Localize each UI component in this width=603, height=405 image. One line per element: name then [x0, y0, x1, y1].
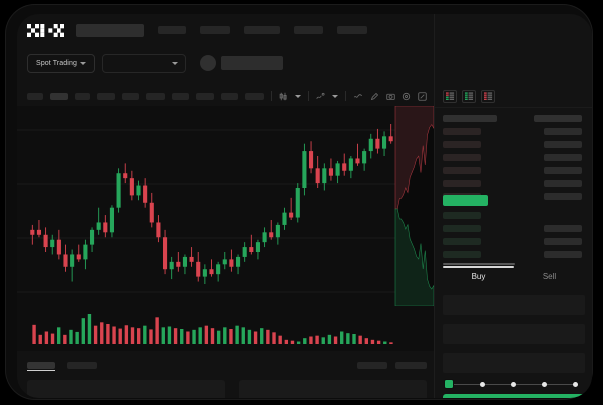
slider-handle[interactable]	[445, 380, 453, 388]
orderbook-ask-price-4[interactable]	[443, 167, 481, 174]
nav-item-4[interactable]	[294, 26, 323, 34]
tab-buy[interactable]: Buy	[471, 272, 486, 281]
tab-sell[interactable]: Sell	[542, 272, 557, 281]
orderbook-ask-size-5[interactable]	[544, 180, 582, 187]
fullscreen-icon[interactable]	[418, 91, 427, 101]
timeframe-button-3[interactable]	[75, 92, 90, 100]
orderbook-ask-price-2[interactable]	[443, 141, 481, 148]
submit-buy-button[interactable]	[443, 394, 585, 398]
timeframe-button-8[interactable]	[196, 92, 214, 100]
timeframe-button-7[interactable]	[172, 92, 189, 100]
toolbar-divider	[271, 91, 272, 101]
pencil-icon[interactable]	[370, 92, 379, 101]
orderbook-view-asks-icon[interactable]	[481, 90, 495, 103]
orderbook-ask-size-4[interactable]	[544, 167, 582, 174]
orderbook-last-price	[443, 195, 488, 206]
slider-stop-25[interactable]	[480, 381, 485, 387]
chart-gridlines	[17, 129, 434, 293]
chart-toolbar	[17, 86, 434, 106]
coin-avatar-icon	[200, 55, 216, 71]
nav-item-2[interactable]	[200, 26, 230, 34]
timeframe-button-9[interactable]	[221, 92, 238, 100]
orderbook-scrollbar[interactable]	[443, 263, 515, 265]
orders-tab-underline	[27, 370, 55, 371]
orderbook-ask-size-3[interactable]	[544, 154, 582, 161]
orderbook-bid-price-3[interactable]	[443, 238, 481, 245]
slider-stop-50[interactable]	[511, 381, 516, 387]
nav-item-5[interactable]	[337, 26, 367, 34]
slider-stop-100[interactable]	[573, 381, 578, 387]
market-sub-header: Spot Trading	[17, 46, 592, 84]
orderbook-bid-price-2[interactable]	[443, 225, 481, 232]
indicators-icon[interactable]	[316, 92, 325, 101]
timeframe-button-2[interactable]	[50, 92, 68, 100]
ticker-last-price	[221, 56, 283, 70]
timeframe-button-1[interactable]	[27, 92, 43, 100]
nav-item-active[interactable]	[76, 23, 144, 37]
timeframe-button-5[interactable]	[122, 92, 139, 100]
line-chart-icon[interactable]	[353, 92, 363, 101]
orders-tab-open[interactable]	[27, 362, 55, 369]
orderbook-bid-price-1[interactable]	[443, 212, 481, 219]
candlestick-series	[30, 124, 393, 284]
settings-icon[interactable]	[402, 92, 411, 101]
orderbook-bid-size-2[interactable]	[544, 225, 582, 232]
slider-stop-75[interactable]	[542, 381, 547, 387]
chevron-down-icon[interactable]	[295, 94, 301, 98]
device-bezel: Spot Trading	[5, 4, 593, 400]
trade-side-tabs: Buy Sell	[443, 267, 585, 287]
price-chart[interactable]	[17, 106, 434, 306]
orderbook-ask-price-3[interactable]	[443, 154, 481, 161]
top-navigation-bar	[17, 14, 592, 46]
nav-item-1[interactable]	[158, 26, 186, 34]
orderbook-bid-price-4[interactable]	[443, 251, 481, 258]
orders-panel-right[interactable]	[239, 380, 427, 398]
camera-icon[interactable]	[386, 92, 395, 101]
orderbook-ask-size-2[interactable]	[544, 141, 582, 148]
candlestick-chart-icon[interactable]	[279, 92, 288, 101]
depth-overlay	[394, 106, 434, 306]
orderbook-view-both-icon[interactable]	[443, 90, 457, 103]
orderbook-bid-size-4[interactable]	[544, 251, 582, 258]
orderbook-view-toggle-group	[435, 86, 592, 108]
orders-action-2[interactable]	[395, 362, 427, 369]
orderbook-header-price	[443, 115, 497, 122]
orders-tab-bar	[17, 357, 434, 377]
timeframe-button-6[interactable]	[146, 92, 165, 100]
chevron-down-icon	[79, 62, 86, 65]
orderbook-bid-size-3[interactable]	[544, 238, 582, 245]
orders-panel-left[interactable]	[27, 380, 225, 398]
order-percent-slider[interactable]	[445, 380, 581, 388]
market-type-label: Spot Trading	[36, 60, 77, 67]
volume-series	[32, 314, 393, 344]
toolbar-divider	[308, 91, 309, 101]
orderbook-ask-size-1[interactable]	[544, 128, 582, 135]
orders-tab-history[interactable]	[67, 362, 97, 369]
okx-logo-icon[interactable]	[27, 23, 64, 37]
orderbook-header-size	[534, 115, 582, 122]
toolbar-divider	[345, 91, 346, 101]
trading-app-screen: Spot Trading	[17, 14, 592, 398]
nav-item-3[interactable]	[244, 26, 280, 34]
orderbook-view-bids-icon[interactable]	[462, 90, 476, 103]
order-total-input[interactable]	[443, 353, 585, 373]
orders-action-1[interactable]	[357, 362, 387, 369]
order-price-input[interactable]	[443, 295, 585, 315]
timeframe-button-10[interactable]	[245, 92, 264, 100]
order-amount-input[interactable]	[443, 324, 585, 344]
volume-chart	[17, 306, 434, 351]
timeframe-button-4[interactable]	[97, 92, 115, 100]
chevron-down-icon[interactable]	[332, 94, 338, 98]
trade-tab-active-underline	[443, 266, 514, 268]
order-book-and-trade-panel: Buy Sell	[434, 14, 592, 398]
orderbook-ask-price-5[interactable]	[443, 180, 481, 187]
chevron-down-icon	[172, 62, 178, 65]
orderbook-ask-price-1[interactable]	[443, 128, 481, 135]
market-type-dropdown[interactable]: Spot Trading	[27, 54, 95, 73]
trading-pair-dropdown[interactable]	[102, 54, 186, 73]
orderbook-ask-size-6[interactable]	[544, 193, 582, 200]
